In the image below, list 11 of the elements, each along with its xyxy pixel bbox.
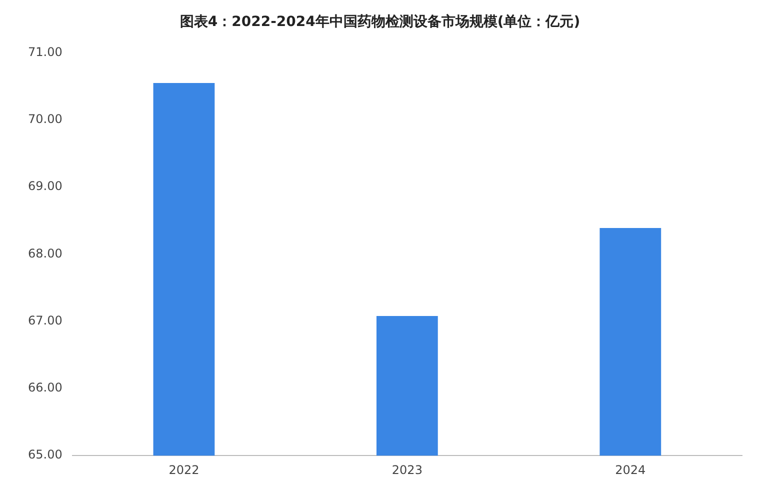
x-tick-label: 2024 (615, 462, 646, 477)
x-tick-label: 2022 (168, 462, 200, 477)
x-tick-label: 2023 (392, 462, 422, 477)
y-tick-label: 69.00 (28, 179, 62, 194)
y-tick-label: 71.00 (28, 44, 62, 59)
chart-title: 图表4：2022-2024年中国药物检测设备市场规模(单位：亿元) (180, 13, 580, 30)
y-tick-label: 65.00 (28, 448, 62, 462)
y-tick-label: 67.00 (28, 313, 62, 328)
y-tick-label: 68.00 (28, 246, 62, 260)
y-tick-label: 66.00 (28, 380, 62, 395)
y-tick-label: 70.00 (28, 112, 62, 126)
